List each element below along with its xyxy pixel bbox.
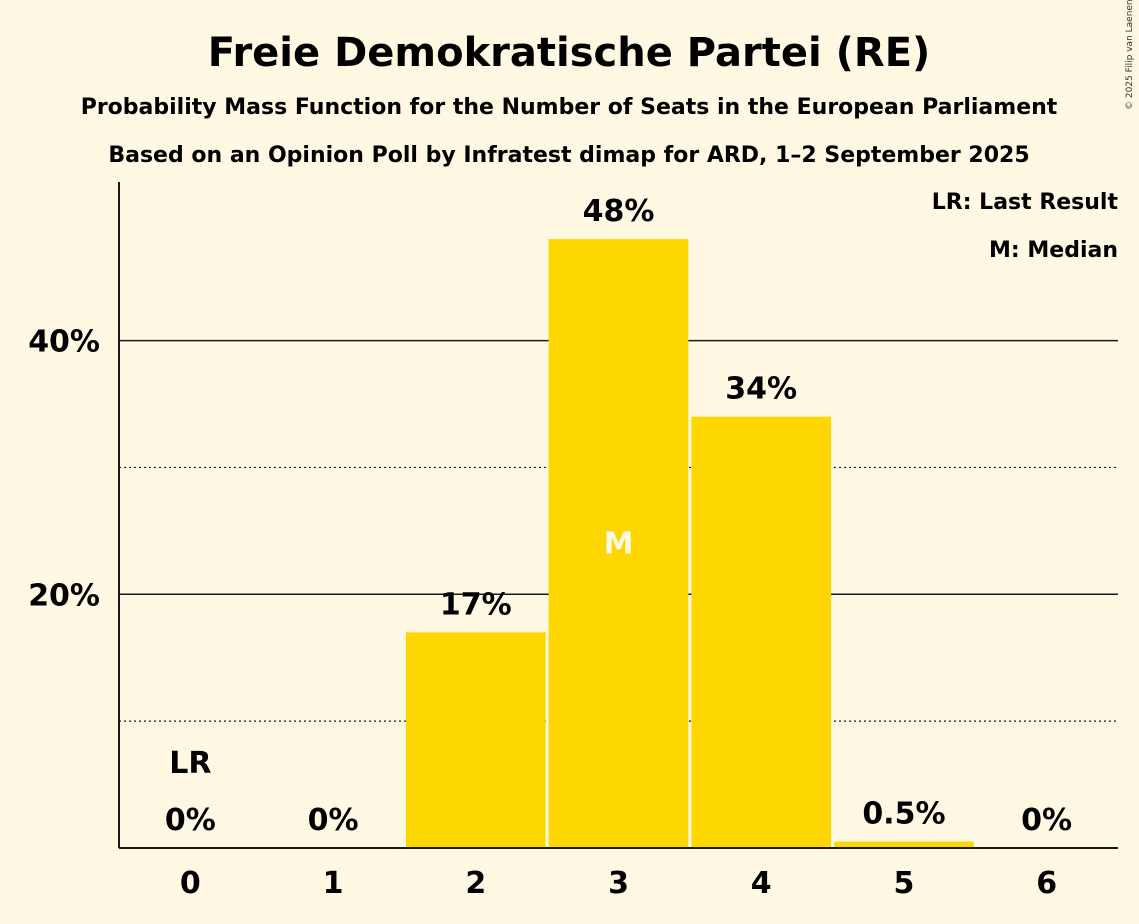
- bar-3: [548, 239, 689, 849]
- axes: [118, 182, 1118, 849]
- bar-2: [405, 632, 546, 848]
- legend-last-result: LR: Last Result: [932, 190, 1119, 215]
- x-tick-label-6: 6: [1036, 866, 1057, 901]
- copyright-notice: © 2025 Filip van Laenen: [1125, 0, 1135, 110]
- chart-title: Freie Demokratische Partei (RE): [208, 30, 931, 76]
- y-tick-label: 20%: [28, 578, 100, 613]
- value-label-2: 17%: [440, 587, 512, 622]
- x-tick-label-3: 3: [608, 866, 629, 901]
- value-label-5: 0.5%: [862, 797, 945, 832]
- bar-4: [691, 416, 832, 848]
- chart-subtitle: Probability Mass Function for the Number…: [81, 95, 1058, 120]
- x-tick-label-1: 1: [323, 866, 344, 901]
- value-label-6: 0%: [1021, 803, 1072, 838]
- value-label-1: 0%: [308, 803, 359, 838]
- labels: 20% 40% 0% 0 LR 0% 1 17% 2 48% 3 M 34% 4 0.5% 5 0% 6: [28, 194, 1072, 901]
- bars: [405, 239, 974, 849]
- x-tick-label-5: 5: [893, 866, 914, 901]
- value-label-4: 34%: [725, 372, 797, 407]
- value-label-3: 48%: [583, 194, 655, 229]
- y-tick-label: 40%: [28, 325, 100, 360]
- x-tick-label-4: 4: [751, 866, 772, 901]
- x-tick-label-2: 2: [465, 866, 486, 901]
- legend-median: M: Median: [989, 238, 1118, 263]
- last-result-marker: LR: [169, 746, 211, 781]
- chart-subtitle-source: Based on an Opinion Poll by Infratest di…: [108, 143, 1029, 168]
- x-tick-label-0: 0: [180, 866, 201, 901]
- value-label-0: 0%: [165, 803, 216, 838]
- bar-5: [834, 841, 974, 848]
- median-marker: M: [604, 527, 634, 562]
